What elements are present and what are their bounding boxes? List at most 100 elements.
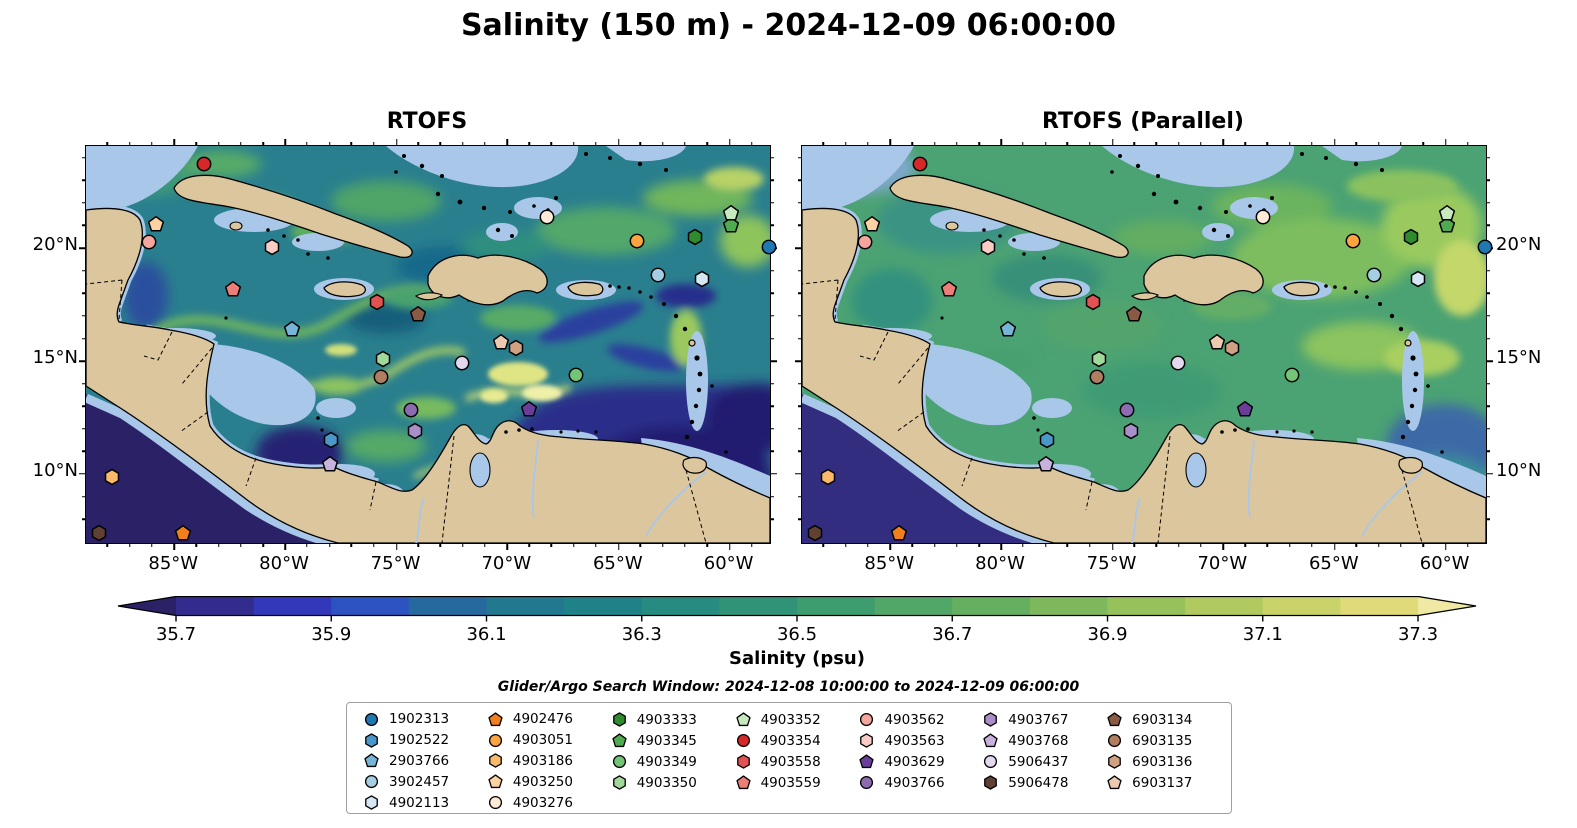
minor-tick (1066, 142, 1069, 146)
platform-markers-layer (802, 146, 1493, 543)
minor-tick (1486, 315, 1490, 317)
minor-tick (572, 543, 575, 547)
pentagon-marker-icon (612, 733, 627, 748)
minor-tick (866, 142, 869, 146)
pentagon-marker-icon (488, 712, 503, 727)
platform-marker-5906478 (90, 524, 107, 542)
platform-marker-4903767 (1123, 422, 1140, 440)
major-tick (1222, 139, 1225, 146)
platform-marker-4903629 (1237, 400, 1254, 417)
minor-tick (462, 142, 464, 146)
circle-marker-icon (612, 754, 627, 769)
minor-tick (798, 292, 802, 295)
minor-tick (933, 543, 936, 547)
circle-marker-icon (488, 795, 503, 810)
legend-column: 4903352 4903354 4903558 4903559 (735, 709, 860, 813)
salinity-field-rtofs (86, 146, 770, 543)
platform-marker-4903350 (374, 351, 391, 368)
circle-marker-icon (488, 733, 503, 748)
legend-item-label: 5906478 (1008, 774, 1069, 791)
minor-tick (798, 337, 802, 340)
major-tick (1444, 139, 1447, 146)
minor-tick (770, 518, 774, 520)
colorbar-label: Salinity (psu) (729, 648, 865, 669)
minor-tick (306, 543, 308, 547)
minor-tick (822, 142, 824, 146)
minor-tick (1288, 543, 1291, 547)
platform-marker-4903558 (368, 293, 385, 311)
minor-tick (770, 269, 774, 272)
legend-item-label: 4903768 (1008, 732, 1069, 749)
circle-marker-icon (1107, 733, 1122, 748)
circle-marker-icon (364, 712, 379, 727)
minor-tick (798, 518, 802, 520)
salinity-field-rtofs-parallel (802, 146, 1486, 543)
pentagon-marker-icon (735, 775, 751, 790)
major-tick (284, 543, 286, 550)
minor-tick (350, 142, 353, 146)
legend-item-label: 5906437 (1008, 753, 1069, 770)
minor-tick (955, 543, 958, 547)
minor-tick (1486, 292, 1490, 295)
platform-marker-1902313 (760, 238, 777, 255)
minor-tick (239, 543, 242, 547)
circle-marker-icon (983, 754, 998, 769)
minor-tick (1266, 142, 1268, 146)
minor-tick (683, 142, 686, 146)
minor-tick (217, 543, 220, 547)
minor-tick (1422, 543, 1424, 547)
platform-marker-4903768 (322, 455, 339, 472)
minor-tick (82, 315, 86, 317)
minor-tick (262, 543, 264, 547)
legend-item-4903051: 4903051 (488, 730, 612, 751)
legend-column: 4903767 4903768 5906437 5906478 (983, 709, 1107, 813)
platform-marker-6903136 (508, 339, 525, 357)
minor-tick (639, 543, 641, 547)
major-tick (79, 360, 86, 362)
major-tick (1334, 543, 1336, 550)
x-tick-label-rtofs-parallel: 85°W (864, 553, 915, 574)
legend-item-label: 4903562 (884, 711, 945, 728)
platform-marker-6903134 (409, 305, 426, 322)
platform-marker-4903354 (196, 155, 213, 172)
minor-tick (1022, 142, 1024, 146)
minor-tick (1486, 518, 1490, 520)
legend-item-label: 3902457 (389, 773, 450, 790)
minor-tick (195, 543, 197, 547)
platform-marker-4903345 (722, 216, 740, 234)
minor-tick (82, 292, 86, 295)
y-tick-label-right: 20°N (1496, 234, 1542, 256)
platform-legend: 1902313 1902522 2903766 3902457 4902113 49024… (346, 702, 1232, 814)
platform-marker-4903563 (980, 238, 997, 256)
legend-item-6903137: 6903137 (1107, 772, 1231, 793)
minor-tick (1155, 543, 1158, 547)
major-tick (728, 543, 731, 550)
minor-tick (306, 142, 308, 146)
minor-tick (1486, 156, 1490, 159)
minor-tick (484, 543, 486, 547)
x-tick-label-rtofs-parallel: 70°W (1197, 553, 1248, 574)
platform-marker-4902476 (891, 524, 908, 542)
minor-tick (750, 142, 753, 146)
minor-tick (1089, 142, 1091, 146)
platform-marker-5906437 (454, 355, 471, 372)
legend-item-label: 4903767 (1008, 711, 1069, 728)
major-tick (1486, 473, 1493, 475)
platform-marker-5906478 (806, 524, 823, 542)
minor-tick (82, 427, 86, 430)
platform-marker-6903135 (1088, 369, 1105, 386)
major-tick (1111, 543, 1114, 550)
legend-column: 6903134 6903135 6903136 6903137 (1107, 709, 1231, 813)
platform-marker-4903768 (1038, 455, 1055, 472)
major-tick (728, 139, 731, 146)
minor-tick (1399, 543, 1402, 547)
platform-marker-4903767 (407, 422, 424, 440)
hexagon-marker-icon (736, 754, 751, 769)
minor-tick (594, 543, 597, 547)
colorbar-tick-label: 35.9 (311, 624, 352, 645)
legend-item-label: 2903766 (389, 752, 450, 769)
minor-tick (82, 224, 86, 227)
y-tick-label-right: 15°N (1496, 347, 1542, 369)
platform-marker-2903766 (283, 320, 300, 338)
